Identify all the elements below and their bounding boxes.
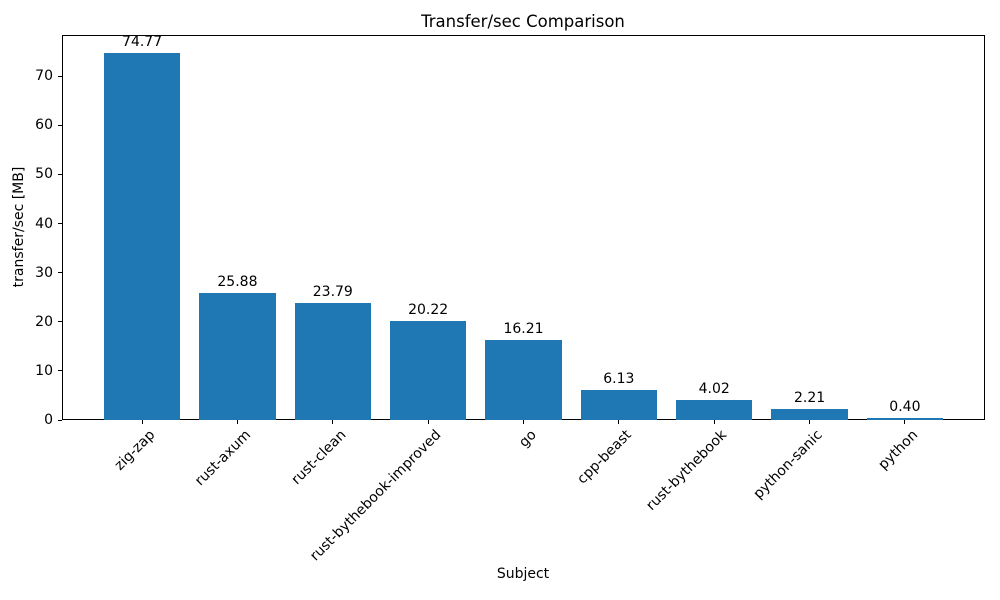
x-tick (904, 420, 906, 424)
x-tick-label: rust-clean (288, 427, 350, 488)
x-tick-label: rust-axum (191, 427, 254, 490)
y-tick-label: 70 (35, 68, 53, 85)
y-tick (58, 173, 62, 175)
x-tick-label: go (516, 427, 540, 451)
x-tick (523, 420, 524, 424)
bar-value-label: 20.22 (408, 301, 449, 318)
x-tick (141, 420, 143, 424)
bar (103, 52, 181, 420)
y-tick (58, 223, 62, 225)
x-tick (713, 420, 715, 424)
x-axis-label: Subject (496, 566, 550, 582)
y-tick-label: 30 (35, 264, 53, 281)
x-tick (236, 420, 238, 424)
x-tick (618, 420, 620, 424)
y-tick (58, 124, 62, 126)
x-tick (332, 420, 334, 424)
y-tick-label: 10 (35, 362, 53, 379)
bar-value-label: 74.77 (122, 33, 163, 50)
bar (866, 418, 944, 420)
x-tick-label: python-sanic (750, 427, 826, 503)
bar (771, 409, 848, 420)
y-tick (58, 370, 62, 372)
bar-value-label: 4.02 (698, 381, 730, 398)
y-tick (58, 321, 62, 323)
x-tick-label: python (875, 427, 922, 473)
y-tick (58, 75, 62, 77)
y-tick-label: 50 (35, 166, 53, 183)
x-tick (427, 420, 429, 424)
y-tick-label: 40 (35, 215, 53, 232)
bar (485, 340, 562, 420)
x-tick (809, 420, 811, 424)
y-tick (58, 272, 62, 274)
bar (199, 292, 276, 420)
bar-value-label: 16.21 (503, 321, 544, 338)
y-tick (58, 419, 62, 421)
bar-value-label: 25.88 (217, 273, 258, 290)
bar (580, 389, 657, 420)
bar (390, 320, 467, 420)
y-tick-label: 60 (35, 117, 53, 134)
bar-value-label: 6.13 (603, 370, 635, 387)
y-tick-label: 20 (35, 313, 53, 330)
x-tick-label: zig-zap (111, 427, 159, 474)
chart-title: Transfer/sec Comparison (421, 12, 625, 31)
bar (294, 303, 371, 420)
bar-value-label: 0.40 (889, 399, 921, 416)
bar-value-label: 2.21 (793, 390, 826, 407)
bar-value-label: 23.79 (312, 284, 353, 301)
bar (676, 400, 753, 420)
x-tick-label: rust-bythebook (643, 427, 731, 514)
y-tick-label: 0 (44, 412, 53, 428)
x-tick-label: cpp-beast (574, 427, 636, 488)
